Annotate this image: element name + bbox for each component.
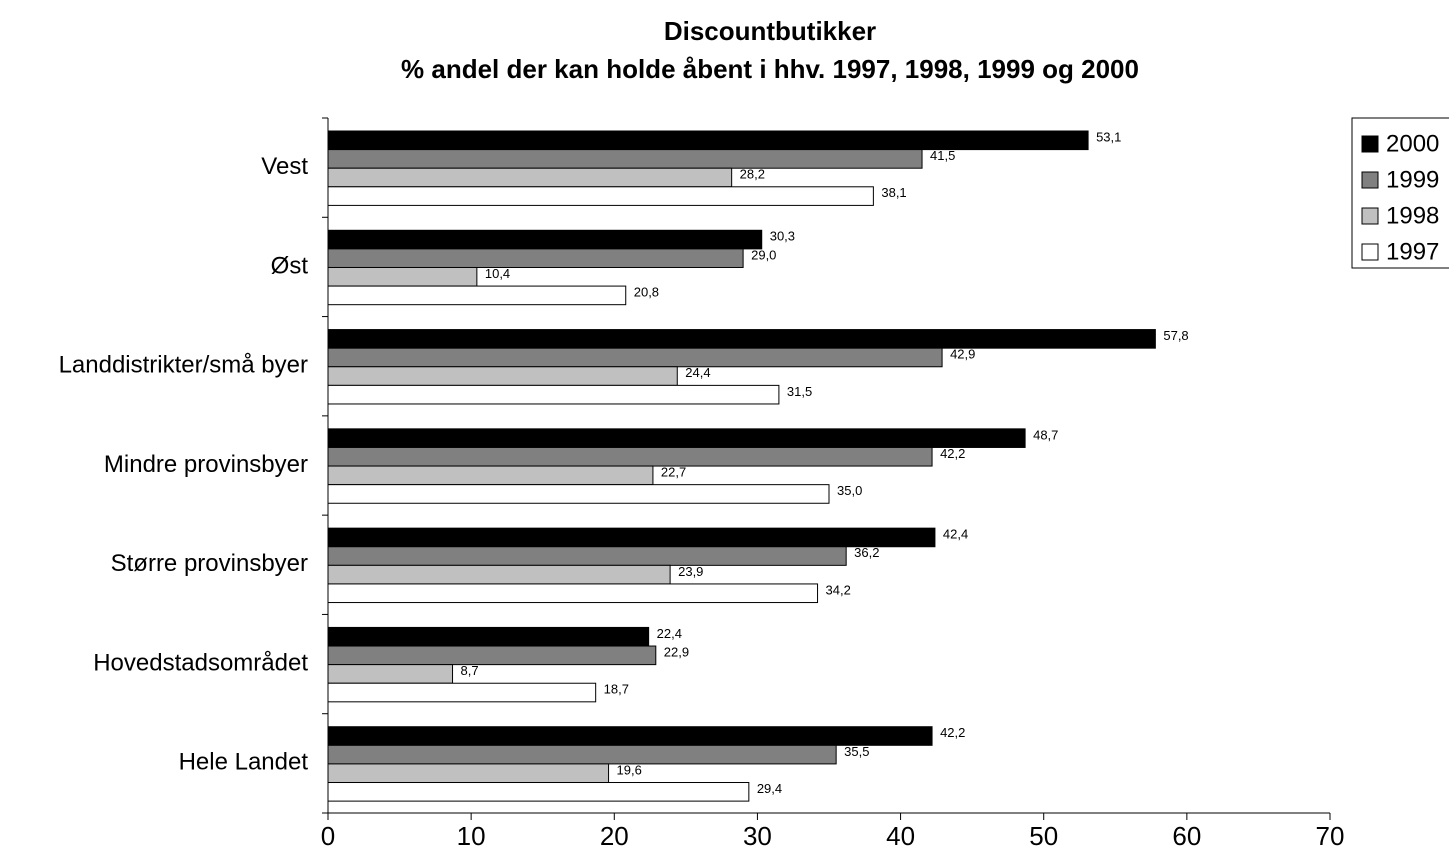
value-label: 35,0 (837, 483, 862, 498)
value-label: 41,5 (930, 148, 955, 163)
bar (327, 564, 671, 585)
bar (327, 583, 819, 604)
legend-label: 2000 (1386, 130, 1439, 157)
bar (327, 266, 478, 287)
value-label: 22,9 (664, 644, 689, 659)
legend-swatch (1361, 171, 1379, 189)
legend-label: 1999 (1386, 166, 1439, 193)
bar (327, 645, 657, 666)
bar (327, 527, 936, 548)
bar (327, 229, 763, 250)
value-label: 31,5 (787, 384, 812, 399)
bar (327, 446, 933, 467)
value-label: 42,2 (940, 725, 965, 740)
bar (327, 347, 943, 368)
legend-swatch (1361, 207, 1379, 225)
bar (327, 484, 830, 504)
bar (327, 248, 744, 268)
category-label: Større provinsbyer (111, 550, 308, 577)
x-tick-label: 20 (600, 821, 629, 851)
value-label: 19,6 (617, 762, 642, 777)
chart-subtitle: % andel der kan holde åbent i hhv. 1997,… (401, 54, 1139, 84)
bar (327, 782, 750, 802)
bar (327, 664, 454, 684)
x-tick-label: 40 (886, 821, 915, 851)
value-label: 10,4 (485, 266, 510, 281)
bar (327, 428, 1026, 448)
value-label: 29,0 (751, 247, 776, 262)
value-label: 29,4 (757, 781, 782, 796)
x-tick-label: 60 (1172, 821, 1201, 851)
legend-swatch (1361, 135, 1379, 153)
value-label: 53,1 (1096, 129, 1121, 144)
bar (327, 726, 933, 746)
bar (327, 366, 678, 386)
bar (327, 384, 780, 405)
bar (327, 763, 610, 784)
value-label: 24,4 (685, 365, 710, 380)
bar (327, 546, 847, 566)
category-label: Hovedstadsområdet (93, 649, 308, 676)
x-tick-label: 70 (1316, 821, 1345, 851)
bar (327, 465, 654, 486)
bar (327, 285, 627, 306)
bar (327, 329, 1156, 349)
category-label: Hele Landet (179, 749, 309, 776)
value-label: 34,2 (826, 582, 851, 597)
category-label: Mindre provinsbyer (104, 451, 308, 478)
value-label: 38,1 (881, 185, 906, 200)
value-label: 22,7 (661, 464, 686, 479)
bar (327, 744, 837, 765)
value-label: 20,8 (634, 285, 659, 300)
legend-label: 1997 (1386, 238, 1439, 265)
bar (327, 167, 733, 188)
value-label: 35,5 (844, 744, 869, 759)
legend-label: 1998 (1386, 202, 1439, 229)
value-label: 18,7 (604, 682, 629, 697)
value-label: 42,4 (943, 527, 968, 542)
x-tick-label: 50 (1029, 821, 1058, 851)
chart-title: Discountbutikker (664, 16, 876, 46)
value-label: 8,7 (461, 663, 479, 678)
x-tick-label: 30 (743, 821, 772, 851)
value-label: 28,2 (740, 167, 765, 182)
bar (327, 682, 597, 703)
x-tick-label: 0 (321, 821, 335, 851)
bar (327, 149, 923, 169)
category-label: Vest (261, 153, 308, 180)
value-label: 23,9 (678, 564, 703, 579)
bar (327, 626, 650, 647)
value-label: 22,4 (657, 626, 682, 641)
value-label: 42,2 (940, 446, 965, 461)
value-label: 57,8 (1163, 328, 1188, 343)
value-label: 30,3 (770, 229, 795, 244)
value-label: 42,9 (950, 347, 975, 362)
value-label: 36,2 (854, 545, 879, 560)
bar (327, 130, 1089, 151)
value-label: 48,7 (1033, 427, 1058, 442)
x-tick-label: 10 (457, 821, 486, 851)
category-label: Øst (271, 252, 309, 279)
bar (327, 186, 874, 206)
legend-swatch (1361, 243, 1379, 261)
category-label: Landdistrikter/små byer (59, 352, 308, 379)
